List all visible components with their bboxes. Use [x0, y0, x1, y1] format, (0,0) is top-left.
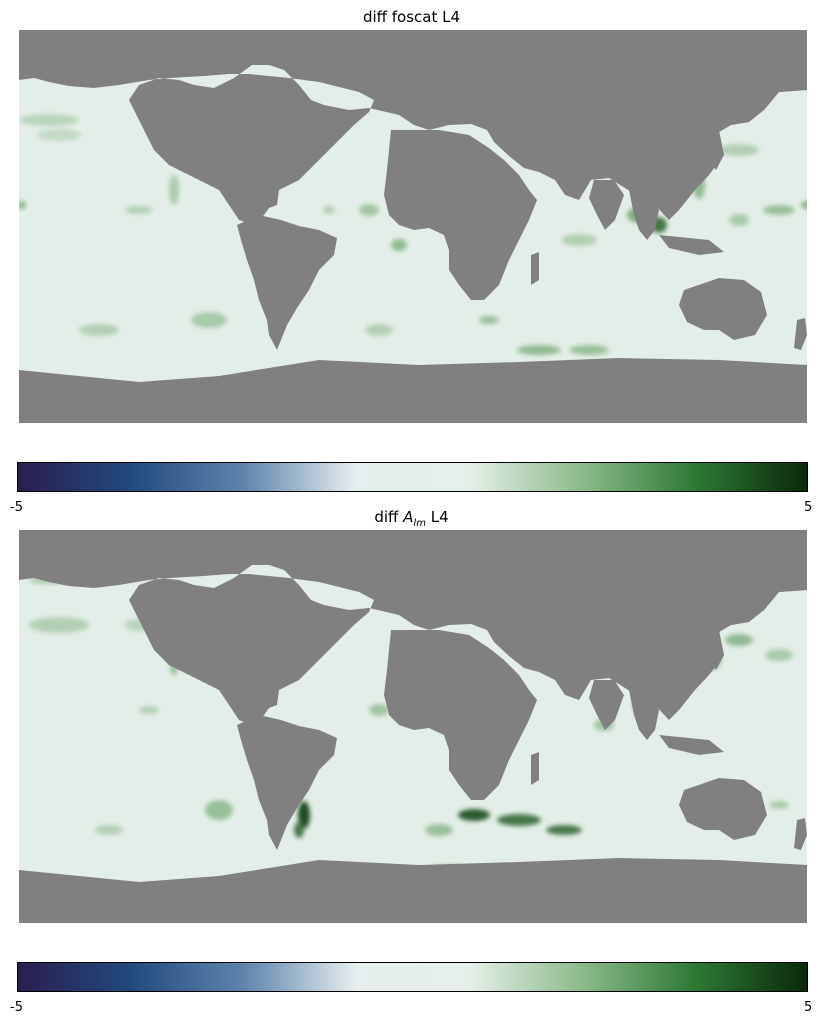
land-mask [589, 180, 624, 230]
land-mask [659, 735, 724, 755]
title-sub-2: lm [413, 518, 426, 529]
colorbar-2-max-label: 5 [804, 1000, 813, 1015]
anomaly-cell [763, 205, 795, 215]
chart-title-2: diff Alm L4 [0, 508, 823, 533]
colorbar-1 [17, 462, 808, 492]
anomaly-cell [725, 634, 753, 646]
anomaly-cell [458, 809, 490, 821]
anomaly-cell [369, 704, 389, 716]
anomaly-cell [298, 801, 310, 829]
anomaly-cell [479, 316, 499, 324]
chart-title-1: diff foscat L4 [0, 8, 823, 26]
anomaly-cell [497, 814, 541, 826]
anomaly-cell [79, 324, 119, 336]
land-mask [237, 715, 337, 850]
anomaly-cell [205, 800, 233, 820]
heatmap-panel-foscat [19, 30, 807, 423]
heatmap-panel-alm [19, 530, 807, 923]
anomaly-cell [29, 617, 89, 633]
anomaly-cell [769, 801, 789, 809]
title-text-1: diff foscat L4 [362, 8, 461, 26]
anomaly-cell [719, 144, 759, 156]
land-mask [429, 580, 807, 675]
land-mask [794, 818, 807, 850]
anomaly-cell [729, 214, 749, 226]
anomaly-cell [391, 239, 407, 251]
anomaly-cell [37, 129, 81, 141]
land-mask [19, 858, 807, 923]
land-mask [629, 190, 659, 240]
anomaly-cell [294, 822, 304, 838]
land-mask [19, 530, 807, 725]
anomaly-cell [19, 114, 79, 126]
land-mask [679, 778, 767, 840]
colorbar-2-min-label: -5 [10, 1000, 23, 1015]
land-mask [531, 252, 539, 285]
anomaly-cell [569, 345, 609, 355]
land-mask [19, 358, 807, 423]
anomaly-cell [125, 206, 153, 214]
colorbar-1-min-label: -5 [10, 500, 23, 515]
land-mask [709, 630, 724, 670]
anomaly-cell [139, 706, 159, 714]
world-map [19, 30, 807, 423]
title-text-2b: L4 [425, 508, 449, 526]
anomaly-cell [95, 825, 123, 835]
colorbar-1-max-label: 5 [804, 500, 813, 515]
anomaly-cell [561, 234, 597, 246]
colorbar-2 [17, 962, 808, 992]
anomaly-cell [169, 175, 179, 205]
land-mask [709, 130, 724, 170]
title-math-2: A [403, 508, 414, 526]
land-mask [629, 690, 659, 740]
anomaly-cell [425, 824, 453, 836]
anomaly-cell [517, 345, 561, 355]
land-mask [384, 630, 537, 800]
land-mask [679, 278, 767, 340]
land-mask [794, 318, 807, 350]
anomaly-cell [19, 201, 26, 209]
anomaly-cell [365, 324, 393, 336]
world-map [19, 530, 807, 923]
land-mask [589, 680, 624, 730]
title-text-2a: diff [374, 508, 404, 526]
anomaly-cell [323, 206, 335, 214]
land-mask [237, 215, 337, 350]
anomaly-cell [765, 649, 793, 661]
land-mask [19, 30, 807, 225]
land-mask [531, 752, 539, 785]
anomaly-cell [546, 825, 582, 835]
land-mask [384, 130, 537, 300]
land-mask [429, 80, 807, 175]
anomaly-cell [191, 312, 227, 328]
anomaly-cell [359, 204, 379, 216]
land-mask [659, 235, 724, 255]
anomaly-cell [801, 201, 807, 209]
